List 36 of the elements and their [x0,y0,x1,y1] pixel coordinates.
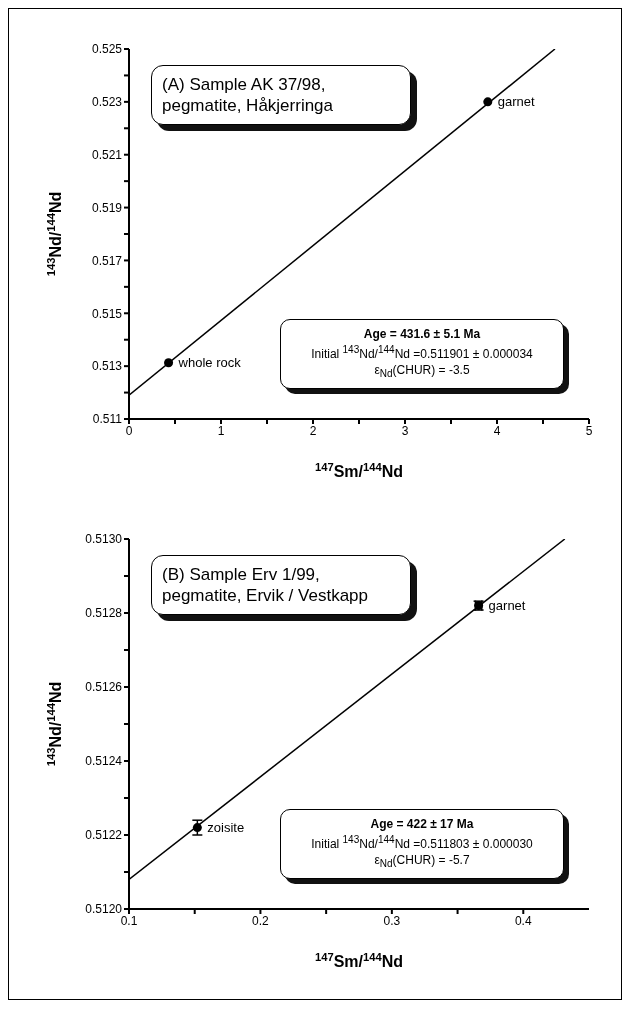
x-tick-label: 1 [217,423,225,438]
x-tick-label: 0.2 [252,913,270,928]
y-tick-label: 0.511 [92,412,123,427]
x-tick-label: 0.4 [514,913,532,928]
y-tick-label: 0.523 [91,95,123,110]
y-tick-label: 0.5126 [85,680,123,695]
y-tick-label: 0.519 [91,200,123,215]
annotation: ε$_{Nd}$(CHUR) = -5.7 [373,851,471,871]
x-tick-label: 2 [309,423,317,438]
y-tick-label: 0.5130 [85,532,123,547]
annotation: Initial $^{143}$Nd/$^{144}$Nd =0.511803 ± 0.000030 [310,832,534,852]
y-tick-label: 0.5124 [85,754,123,769]
annotation: garnet [497,94,536,110]
x-axis-title: $^{147}$Sm/$^{144}$Nd [314,461,404,480]
y-tick-label: 0.513 [91,359,123,374]
y-tick-label: 0.5120 [85,902,123,917]
y-tick-label: 0.525 [91,42,123,57]
x-axis-title: $^{147}$Sm/$^{144}$Nd [314,951,404,970]
annotation: ε$_{Nd}$(CHUR) = -3.5 [373,361,471,381]
y-tick-label: 0.517 [91,253,123,268]
x-tick-label: 4 [493,423,501,438]
y-tick-label: 0.5122 [85,828,123,843]
x-tick-label: 0.3 [383,913,401,928]
y-tick-label: 0.5128 [85,606,123,621]
x-tick-label: 5 [585,423,593,438]
x-tick-label: 3 [401,423,409,438]
y-tick-label: 0.521 [91,147,123,162]
annotation: Age = 431.6 ± 5.1 Ma [362,325,482,342]
annotation: Initial $^{143}$Nd/$^{144}$Nd =0.511901 ± 0.000034 [310,342,534,362]
annotation: whole rock [177,355,242,371]
annotation: garnet [488,598,526,614]
y-tick-label: 0.515 [91,306,123,321]
x-tick-label: 0 [125,423,133,438]
annotation: zoisite [207,820,245,836]
x-tick-label: 0.1 [120,913,138,928]
annotation: Age = 422 ± 17 Ma [369,815,475,832]
